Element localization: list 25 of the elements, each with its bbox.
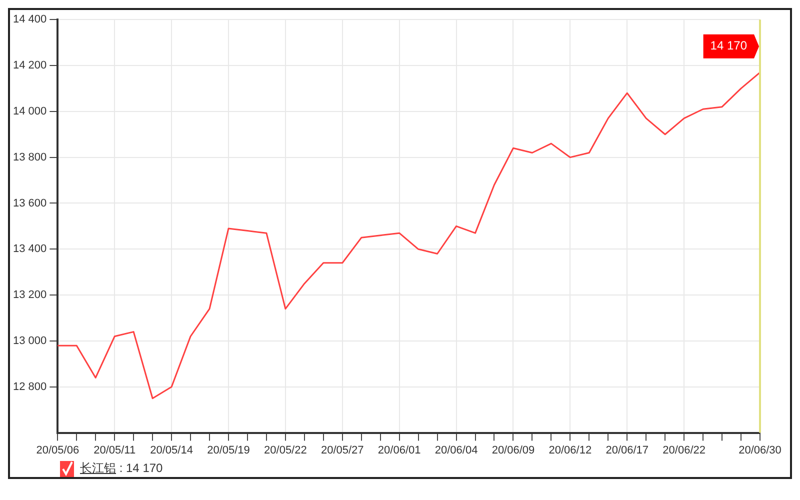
x-tick-label: 20/05/22 [264,444,307,456]
x-tick-label: 20/05/27 [320,444,364,456]
y-tick-label: 13 200 [12,289,47,302]
text: : 14 170 [119,461,163,475]
x-tick-label: 20/06/09 [492,444,535,456]
legend-label: 长江铝 [80,461,116,475]
y-tick-label: 14 400 [12,14,47,26]
y-tick-label: 14 000 [12,105,47,118]
x-tick-label: 20/05/19 [207,444,250,456]
y-tick-label: 13 000 [12,335,47,348]
x-tick-label: 20/06/04 [434,444,478,456]
y-tick-label: 12 800 [12,380,47,393]
y-tick-label: 14 200 [12,60,47,72]
annotation: 14 170 [710,38,748,53]
x-tick-label: 20/06/01 [378,444,421,456]
x-tick-label: 20/05/06 [36,444,80,456]
y-tick-label: 13 400 [12,243,47,256]
x-tick-label: 20/05/11 [94,444,136,456]
x-tick-label: 20/06/12 [548,444,592,456]
x-tick-label: 20/06/30 [738,444,782,456]
y-tick-label: 13 600 [12,197,47,210]
x-tick-label: 20/05/14 [150,444,193,456]
x-tick-label: 20/06/22 [662,444,706,456]
x-tick-label: 20/06/17 [606,444,649,456]
y-tick-label: 13 800 [12,151,47,164]
